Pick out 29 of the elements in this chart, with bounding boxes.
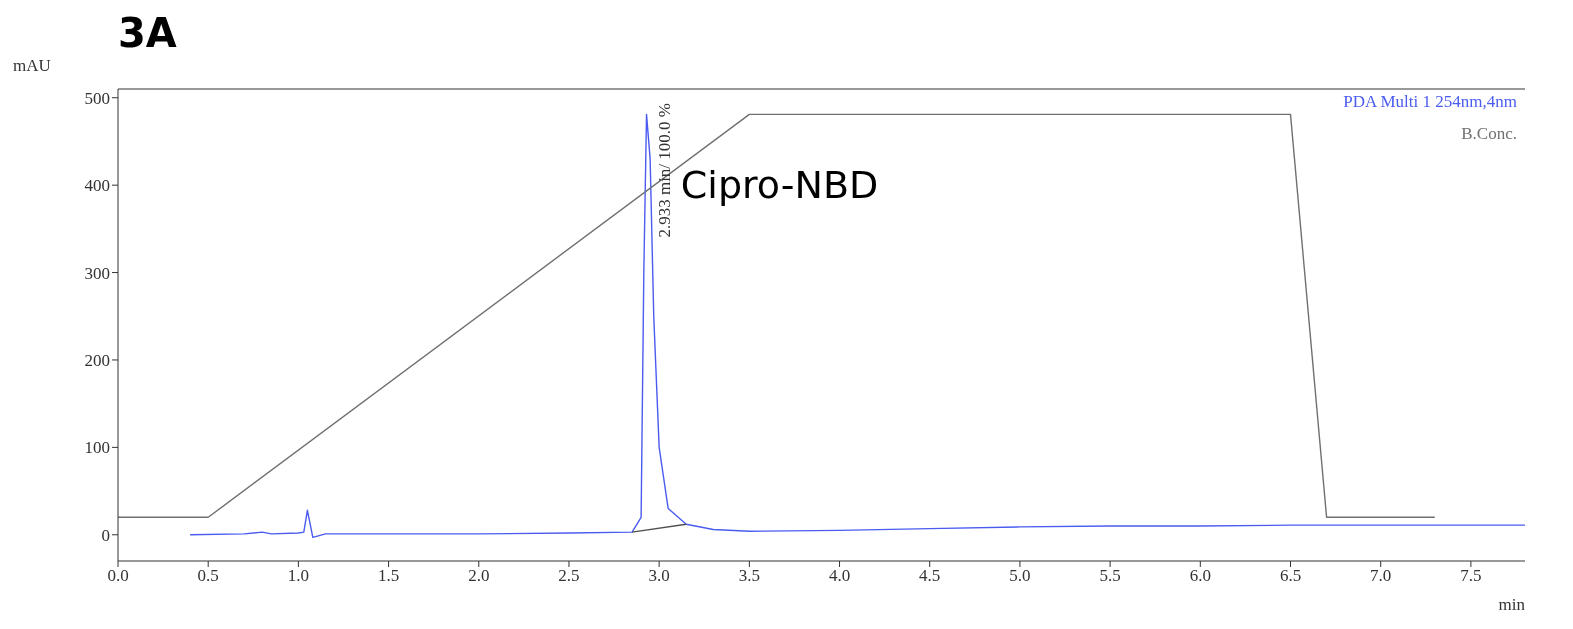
annotation: 2.933 min/ 100.0 % — [655, 103, 676, 238]
x-tick-label: 6.5 — [1279, 566, 1302, 586]
y-tick-label: 500 — [84, 88, 110, 108]
chart-title: 3A — [118, 10, 177, 56]
y-tick-label: 100 — [84, 438, 110, 458]
x-tick-label: 7.0 — [1370, 566, 1392, 586]
x-tick-label: 4.0 — [828, 566, 851, 586]
y-tick-label: 400 — [84, 176, 110, 196]
x-tick-label: 7.5 — [1460, 566, 1482, 586]
text: PDA Multi 1 254nm,4nm — [1343, 92, 1517, 112]
y-tick-label: 300 — [84, 263, 110, 283]
x-tick-label: 5.5 — [1099, 566, 1121, 586]
x-tick-label: 3.5 — [738, 566, 760, 586]
x-tick-label: 0.5 — [197, 566, 219, 586]
x-tick-label: 2.0 — [468, 566, 490, 586]
text: B.Conc. — [1461, 124, 1517, 144]
x-tick-label: 5.0 — [1009, 566, 1031, 586]
x-tick-label: 2.5 — [558, 566, 580, 586]
x-tick-label: 3.0 — [648, 566, 670, 586]
x-axis-title: min — [1498, 595, 1525, 615]
x-tick-label: 1.5 — [377, 566, 400, 586]
y-tick-label: 0 — [101, 525, 110, 545]
x-tick-label: 6.0 — [1189, 566, 1211, 586]
y-tick-label: 200 — [84, 351, 110, 370]
x-tick-label: 4.5 — [919, 566, 941, 586]
x-tick-label: 0.0 — [107, 566, 129, 586]
x-tick-label: 1.0 — [287, 566, 310, 586]
annotation: Cipro-NBD — [680, 163, 879, 207]
y-axis-title: mAU — [13, 56, 51, 76]
